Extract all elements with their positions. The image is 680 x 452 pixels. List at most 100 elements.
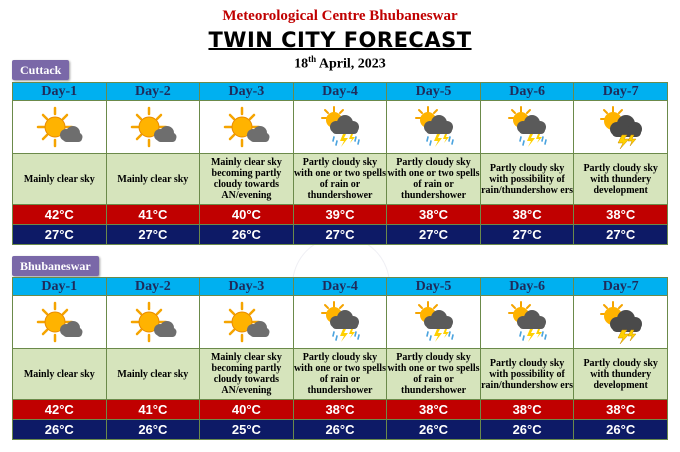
weather-description: Partly cloudy sky with one or two spells… <box>292 348 388 400</box>
day-header-row: Day-1 Day-2 Day-3 Day-4 Day-5 Day-6 Day-7 <box>12 277 668 296</box>
day-label: Day-2 <box>105 82 201 101</box>
min-temp: 27°C <box>386 224 481 245</box>
min-temp: 26°C <box>386 419 481 440</box>
date-day: 18 <box>294 56 309 72</box>
weather-icon-cell <box>199 295 294 349</box>
max-temp: 41°C <box>105 399 201 420</box>
weather-icon-cell <box>12 100 107 154</box>
date-suffix: th <box>308 54 317 64</box>
min-temp: 27°C <box>105 224 201 245</box>
max-temp: 38°C <box>479 399 575 420</box>
weather-icon-cell <box>479 100 575 154</box>
weather-icon-cell <box>386 295 481 349</box>
weather-description: Partly cloudy sky with thundery developm… <box>573 153 668 205</box>
weather-icon-cell <box>292 100 388 154</box>
min-temp-row: 26°C 26°C 25°C 26°C 26°C 26°C 26°C <box>12 419 668 440</box>
day-label: Day-7 <box>573 82 668 101</box>
forecast-date: 18th April, 2023 <box>0 54 680 73</box>
page-title-text: TWIN CITY FORECAST <box>208 28 472 52</box>
weather-description: Partly cloudy sky with possibility of ra… <box>479 348 575 400</box>
day-label: Day-2 <box>105 277 201 296</box>
sun-cloud-icon <box>107 300 200 344</box>
min-temp: 26°C <box>199 224 294 245</box>
min-temp: 26°C <box>573 419 668 440</box>
weather-description: Mainly clear sky <box>105 153 201 205</box>
weather-icon-cell <box>292 295 388 349</box>
max-temp: 40°C <box>199 399 294 420</box>
sun-cloud-icon <box>13 300 106 344</box>
weather-icon-cell <box>386 100 481 154</box>
org-name: Meteorological Centre Bhubaneswar <box>222 8 458 24</box>
weather-description: Partly cloudy sky with thundery developm… <box>573 348 668 400</box>
max-temp: 39°C <box>292 204 388 225</box>
weather-description: Partly cloudy sky with one or two spells… <box>386 348 481 400</box>
sun-cloud-icon <box>200 105 293 149</box>
forecast-table-bhubaneswar: Day-1 Day-2 Day-3 Day-4 Day-5 Day-6 Day-7 Main… <box>12 277 668 440</box>
day-label: Day-4 <box>292 82 388 101</box>
min-temp: 25°C <box>199 419 294 440</box>
weather-icon-cell <box>12 295 107 349</box>
day-label: Day-4 <box>292 277 388 296</box>
min-temp: 26°C <box>479 419 575 440</box>
date-rest: April, 2023 <box>316 56 386 72</box>
max-temp-row: 42°C 41°C 40°C 38°C 38°C 38°C 38°C <box>12 399 668 420</box>
weather-icon-cell <box>105 295 201 349</box>
weather-icon-cell <box>573 100 668 154</box>
min-temp-row: 27°C 27°C 26°C 27°C 27°C 27°C 27°C <box>12 224 668 245</box>
weather-description: Partly cloudy sky with possibility of ra… <box>479 153 575 205</box>
min-temp: 26°C <box>292 419 388 440</box>
rain-thunder-icon <box>387 300 480 344</box>
rain-thunder-icon <box>481 300 574 344</box>
sun-cloud-icon <box>107 105 200 149</box>
day-header-row: Day-1 Day-2 Day-3 Day-4 Day-5 Day-6 Day-7 <box>12 82 668 101</box>
day-label: Day-5 <box>386 82 481 101</box>
weather-icon-cell <box>199 100 294 154</box>
sun-cloud-icon <box>13 105 106 149</box>
weather-icon-cell <box>479 295 575 349</box>
max-temp: 38°C <box>573 204 668 225</box>
min-temp: 26°C <box>12 419 107 440</box>
city-tab-bhubaneswar: Bhubaneswar <box>12 256 99 276</box>
weather-description: Partly cloudy sky with one or two spells… <box>292 153 388 205</box>
sun-cloud-icon <box>200 300 293 344</box>
day-label: Day-1 <box>12 277 107 296</box>
min-temp: 26°C <box>105 419 201 440</box>
weather-icon-cell <box>105 100 201 154</box>
weather-icon-cell <box>573 295 668 349</box>
max-temp: 41°C <box>105 204 201 225</box>
description-row: Mainly clear sky Mainly clear sky Mainly c… <box>12 153 668 205</box>
max-temp: 38°C <box>573 399 668 420</box>
min-temp: 27°C <box>292 224 388 245</box>
day-label: Day-1 <box>12 82 107 101</box>
rain-thunder-icon <box>294 300 387 344</box>
icon-row <box>12 295 668 349</box>
max-temp: 42°C <box>12 204 107 225</box>
rain-thunder-icon <box>481 105 574 149</box>
city-tab-cuttack: Cuttack <box>12 60 70 80</box>
forecast-table-cuttack: Day-1 Day-2 Day-3 Day-4 Day-5 Day-6 Day-7 Main… <box>12 82 668 245</box>
rain-thunder-icon <box>294 105 387 149</box>
max-temp: 38°C <box>479 204 575 225</box>
min-temp: 27°C <box>573 224 668 245</box>
day-label: Day-3 <box>199 277 294 296</box>
day-label: Day-3 <box>199 82 294 101</box>
icon-row <box>12 100 668 154</box>
min-temp: 27°C <box>12 224 107 245</box>
description-row: Mainly clear sky Mainly clear sky Mainly c… <box>12 348 668 400</box>
weather-description: Mainly clear sky becoming partly cloudy … <box>199 153 294 205</box>
max-temp: 38°C <box>292 399 388 420</box>
min-temp: 27°C <box>479 224 575 245</box>
weather-description: Mainly clear sky <box>12 153 107 205</box>
weather-description: Mainly clear sky <box>12 348 107 400</box>
thunder-cloud-icon <box>574 300 667 344</box>
max-temp: 42°C <box>12 399 107 420</box>
weather-description: Mainly clear sky becoming partly cloudy … <box>199 348 294 400</box>
day-label: Day-7 <box>573 277 668 296</box>
max-temp-row: 42°C 41°C 40°C 39°C 38°C 38°C 38°C <box>12 204 668 225</box>
thunder-cloud-icon <box>574 105 667 149</box>
max-temp: 40°C <box>199 204 294 225</box>
rain-thunder-icon <box>387 105 480 149</box>
page-title: TWIN CITY FORECAST <box>0 28 680 52</box>
max-temp: 38°C <box>386 204 481 225</box>
weather-description: Mainly clear sky <box>105 348 201 400</box>
